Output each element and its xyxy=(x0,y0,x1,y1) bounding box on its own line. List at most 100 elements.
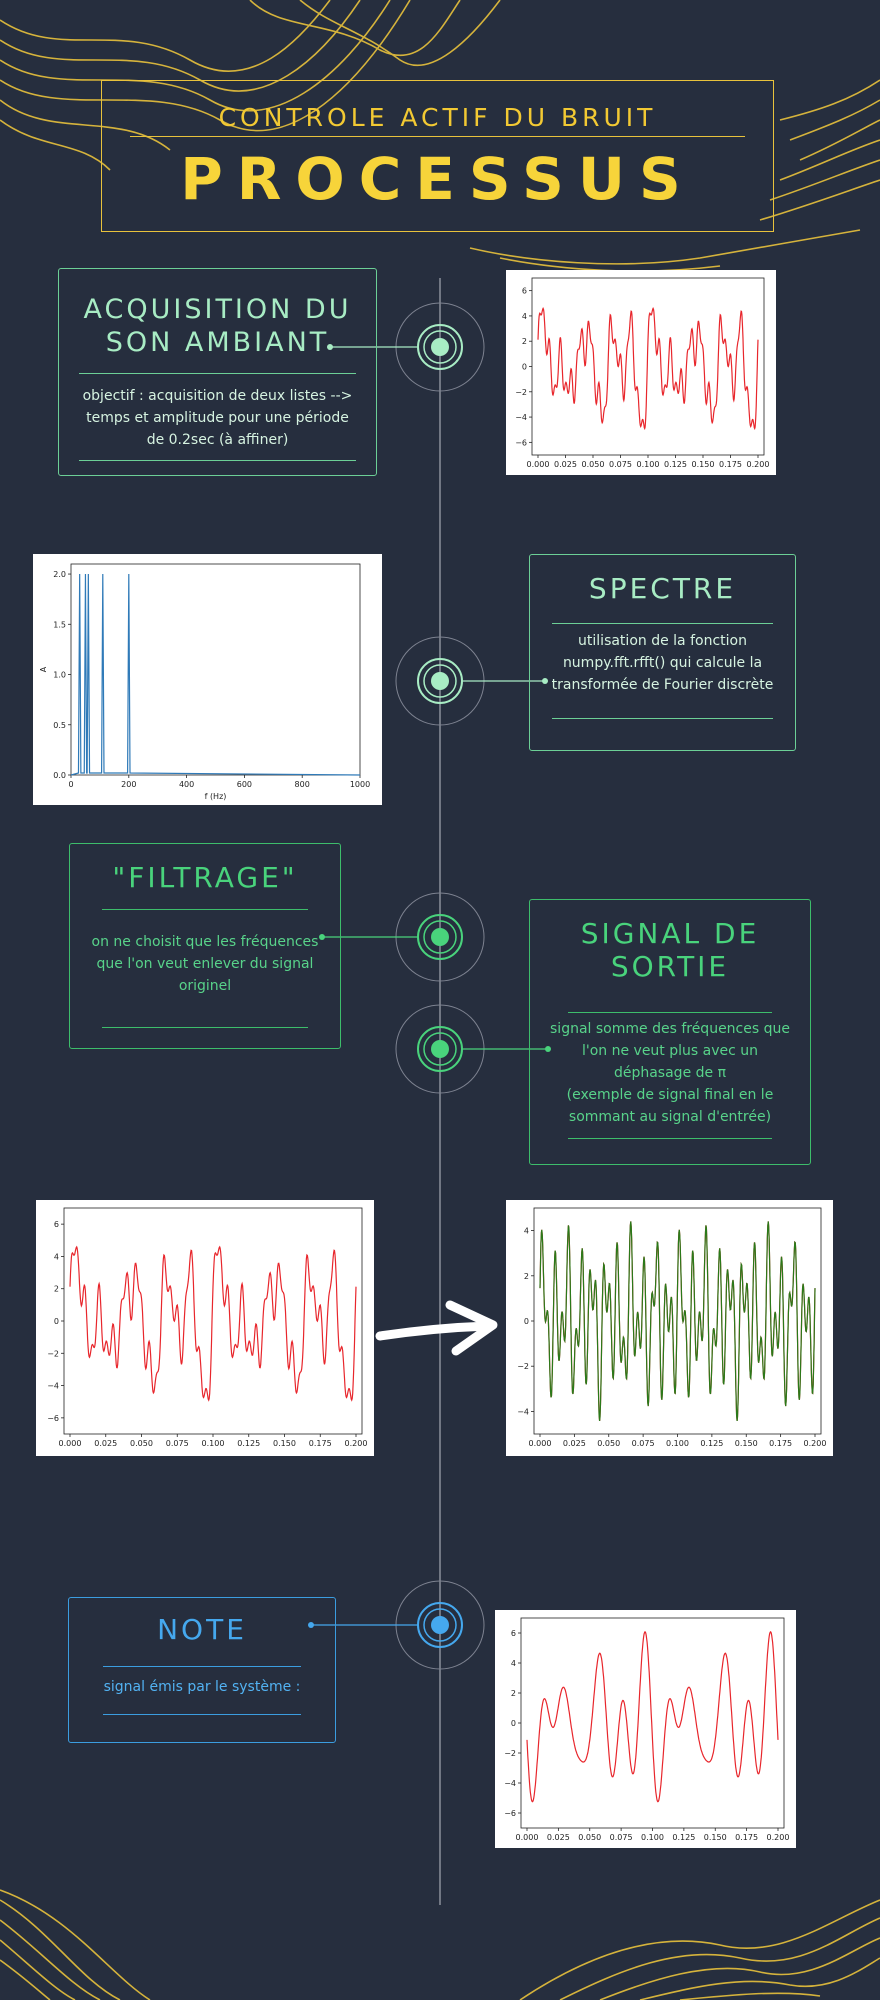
input_signal-ytick-label: −2 xyxy=(47,1349,59,1358)
plot-emitted-signal: 6 4 2 0 −2 −4 −6 0.000 0.025 0.050 0.075 0.100 0.125… xyxy=(495,1610,796,1848)
spectrum-ytick-label: 2.0 xyxy=(53,570,66,579)
acquisition-xtick-label: 0.050 xyxy=(582,460,605,469)
input_signal-xtick-label: 0.050 xyxy=(130,1439,153,1448)
plot-input-signal: 6 4 2 0 −2 −4 −6 0.000 0.025 0.050 0.075 0.100 0.125… xyxy=(36,1200,374,1456)
input_signal-xtick-label: 0.175 xyxy=(309,1439,332,1448)
output_signal-xtick-label: 0.075 xyxy=(632,1439,655,1448)
output_signal-ytick-label: 2 xyxy=(524,1272,529,1281)
emitted_signal-xtick-label: 0.025 xyxy=(547,1833,570,1842)
output_signal-xtick-label: 0.100 xyxy=(666,1439,689,1448)
spectrum-ytick-label: 0.0 xyxy=(53,771,66,780)
emitted_signal-ytick-label: 2 xyxy=(511,1689,516,1698)
card-acquisition-rule-bottom xyxy=(79,460,356,461)
spectrum-xtick-label: 1000 xyxy=(350,780,370,789)
input_signal-xtick-label: 0.125 xyxy=(237,1439,260,1448)
card-acquisition-rule-top xyxy=(79,373,356,374)
timeline-node-spectrum xyxy=(395,636,548,726)
emitted_signal-ytick-label: 4 xyxy=(511,1659,516,1668)
plot-acquisition: 6 4 2 0 −2 −4 −6 0.000 0.025 0.050 0.075 0.100 0.125… xyxy=(506,270,776,475)
acquisition-ytick-label: 0 xyxy=(522,363,527,372)
input_signal-ytick-label: −4 xyxy=(47,1382,59,1391)
acquisition-ytick-label: −4 xyxy=(515,413,527,422)
card-note-body: signal émis par le système : xyxy=(103,1679,301,1695)
spectrum-xlabel: f (Hz) xyxy=(205,792,227,801)
input_signal-xtick-label: 0.200 xyxy=(345,1439,368,1448)
card-note-rule-top xyxy=(103,1666,301,1667)
card-spectrum-title: SPECTRE xyxy=(588,572,737,605)
card-note: NOTE signal émis par le système : xyxy=(68,1597,336,1743)
spectrum-xtick-label: 600 xyxy=(237,780,252,789)
spectrum-xtick-label: 0 xyxy=(68,780,73,789)
output_signal-xtick-label: 0.025 xyxy=(563,1439,586,1448)
emitted_signal-ytick-label: −2 xyxy=(504,1749,516,1758)
output_signal-xtick-label: 0.175 xyxy=(769,1439,792,1448)
acquisition-xtick-label: 0.125 xyxy=(664,460,687,469)
acquisition-xtick-label: 0.200 xyxy=(747,460,770,469)
timeline-node-output xyxy=(395,1004,551,1094)
emitted_signal-xtick-label: 0.200 xyxy=(767,1833,790,1842)
acquisition-xtick-label: 0.175 xyxy=(719,460,742,469)
timeline-node-note xyxy=(308,1580,485,1670)
input_signal-xtick-label: 0.075 xyxy=(166,1439,189,1448)
spectrum-xtick-label: 800 xyxy=(295,780,310,789)
spectrum-frame xyxy=(70,563,361,776)
emitted_signal-ytick-label: 6 xyxy=(511,1629,516,1638)
input_signal-series-0 xyxy=(69,1245,357,1402)
plot-spectrum: 2.0 1.5 1.0 0.5 0.0 0 200 400 600 800 1000 f (Hz) A xyxy=(33,554,382,805)
emitted_signal-series-0 xyxy=(526,1630,779,1803)
acquisition-xtick-label: 0.150 xyxy=(692,460,715,469)
card-output-rule-top xyxy=(568,1012,772,1013)
acquisition-xtick-label: 0.100 xyxy=(637,460,660,469)
card-filtering-title: "FILTRAGE" xyxy=(112,861,298,894)
input_signal-ytick-label: 6 xyxy=(54,1220,59,1229)
card-output-rule-bottom xyxy=(568,1138,772,1139)
emitted_signal-xtick-label: 0.000 xyxy=(516,1833,539,1842)
card-note-title: NOTE xyxy=(157,1613,247,1646)
acquisition-xtick-label: 0.075 xyxy=(609,460,632,469)
spectrum-ytick-label: 1.5 xyxy=(53,620,66,629)
acquisition-ytick-label: −2 xyxy=(515,388,527,397)
card-output-body-line2: (exemple de signal final en le sommant a… xyxy=(566,1087,774,1125)
output_signal-xtick-label: 0.125 xyxy=(700,1439,723,1448)
header-box: CONTROLE ACTIF DU BRUIT PROCESSUS xyxy=(101,80,774,232)
card-acquisition: ACQUISITION DU SON AMBIANT objectif : ac… xyxy=(58,268,377,476)
output_signal-xtick-label: 0.150 xyxy=(735,1439,758,1448)
acquisition-frame xyxy=(531,277,765,456)
input_signal-ytick-label: 2 xyxy=(54,1285,59,1294)
card-output-title: SIGNAL DE SORTIE xyxy=(580,917,760,983)
input_signal-xtick-label: 0.000 xyxy=(59,1439,82,1448)
card-acquisition-body: objectif : acquisition de deux listes --… xyxy=(82,388,353,448)
header-divider xyxy=(130,136,745,137)
acquisition-xtick-label: 0.000 xyxy=(527,460,550,469)
card-filtering: "FILTRAGE" on ne choisit que les fréquen… xyxy=(69,843,341,1049)
spectrum-series xyxy=(70,574,361,776)
spectrum-xtick-label: 400 xyxy=(179,780,194,789)
output_signal-ytick-label: −2 xyxy=(517,1362,529,1371)
spectrum-xtick-label: 200 xyxy=(121,780,136,789)
input_signal-xtick-label: 0.025 xyxy=(94,1439,117,1448)
output_signal-ytick-label: 4 xyxy=(524,1227,529,1236)
card-filtering-body: on ne choisit que les fréquences que l'o… xyxy=(91,934,319,994)
output_signal-xtick-label: 0.000 xyxy=(529,1439,552,1448)
output_signal-ytick-label: −4 xyxy=(517,1407,529,1416)
emitted_signal-xtick-label: 0.100 xyxy=(641,1833,664,1842)
emitted_signal-xtick-label: 0.175 xyxy=(735,1833,758,1842)
input_signal-ytick-label: −6 xyxy=(47,1414,59,1423)
emitted_signal-xtick-label: 0.125 xyxy=(672,1833,695,1842)
output_signal-xtick-label: 0.200 xyxy=(804,1439,827,1448)
page-title: PROCESSUS xyxy=(180,145,695,213)
spectrum-ytick-label: 1.0 xyxy=(53,671,66,680)
header-subtitle: CONTROLE ACTIF DU BRUIT xyxy=(218,103,657,132)
output_signal-ytick-label: 0 xyxy=(524,1317,529,1326)
emitted_signal-xtick-label: 0.075 xyxy=(610,1833,633,1842)
card-filtering-rule-top xyxy=(102,909,308,910)
acquisition-series-0 xyxy=(537,306,759,431)
card-spectrum-body: utilisation de la fonction numpy.fft.rff… xyxy=(551,633,774,693)
card-spectrum-rule-bottom xyxy=(552,718,773,719)
input_signal-ytick-label: 4 xyxy=(54,1252,59,1261)
emitted_signal-xtick-label: 0.050 xyxy=(578,1833,601,1842)
card-note-rule-bottom xyxy=(103,1714,301,1715)
card-output: SIGNAL DE SORTIE signal somme des fréque… xyxy=(529,899,811,1165)
